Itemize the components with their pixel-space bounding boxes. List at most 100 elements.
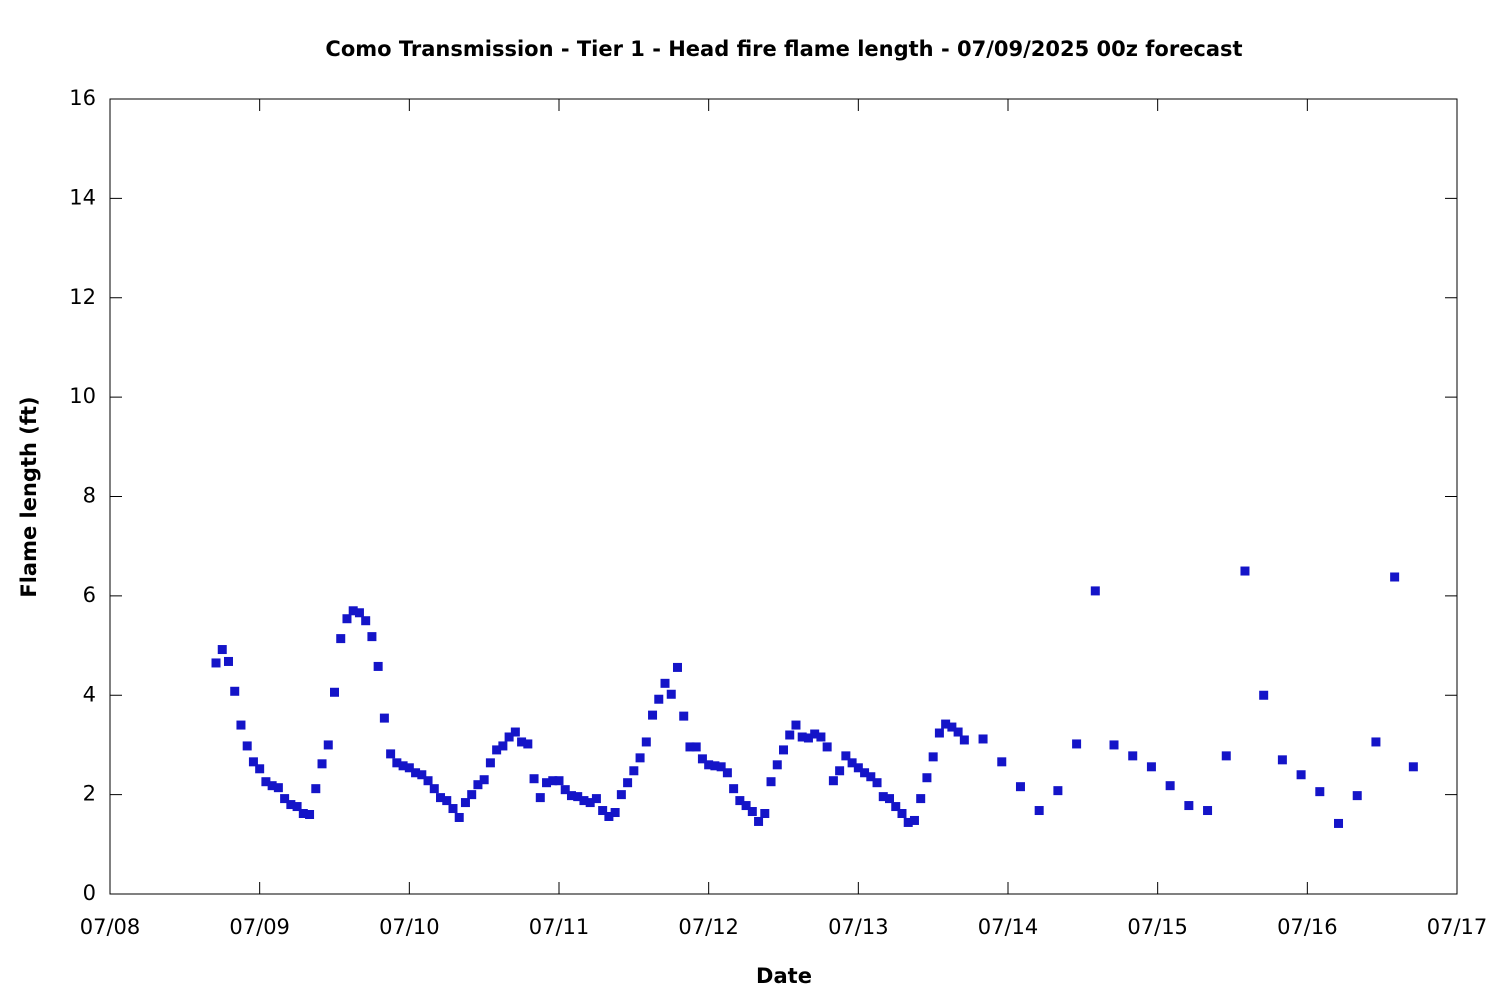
y-tick-label: 16 bbox=[69, 86, 96, 110]
point bbox=[641, 737, 651, 747]
point bbox=[629, 766, 639, 776]
point bbox=[217, 645, 227, 655]
point bbox=[523, 739, 533, 749]
point bbox=[953, 727, 963, 737]
point bbox=[648, 710, 658, 720]
point bbox=[286, 800, 296, 810]
point bbox=[847, 758, 857, 768]
y-tick-label: 12 bbox=[69, 285, 96, 309]
point bbox=[735, 796, 745, 806]
point bbox=[623, 778, 633, 788]
point bbox=[1371, 737, 1381, 747]
point bbox=[1296, 770, 1306, 780]
point bbox=[835, 766, 845, 776]
x-tick-label: 07/08 bbox=[80, 915, 141, 939]
point bbox=[803, 733, 813, 743]
point bbox=[211, 658, 221, 668]
point bbox=[330, 687, 339, 697]
point bbox=[916, 794, 926, 804]
point bbox=[248, 757, 258, 767]
plot-frame bbox=[109, 98, 1458, 895]
point bbox=[754, 816, 764, 826]
point bbox=[236, 720, 246, 730]
point bbox=[367, 632, 377, 642]
x-tick-label: 07/10 bbox=[379, 915, 440, 939]
point bbox=[791, 720, 801, 730]
point bbox=[947, 722, 957, 732]
point bbox=[305, 810, 315, 819]
point bbox=[1277, 755, 1287, 765]
point bbox=[704, 760, 714, 770]
point bbox=[885, 794, 895, 804]
point bbox=[903, 817, 913, 827]
point bbox=[573, 792, 583, 802]
point bbox=[1315, 787, 1325, 797]
point bbox=[473, 780, 483, 790]
point bbox=[616, 790, 626, 800]
point bbox=[280, 794, 290, 804]
y-tick-label: 8 bbox=[83, 484, 96, 508]
point bbox=[485, 758, 495, 768]
point bbox=[934, 728, 944, 738]
point bbox=[959, 735, 969, 745]
point bbox=[261, 777, 271, 787]
point bbox=[666, 689, 676, 699]
point bbox=[841, 751, 851, 761]
point bbox=[317, 759, 327, 769]
point bbox=[510, 727, 520, 737]
point bbox=[1390, 572, 1400, 582]
point bbox=[492, 745, 502, 755]
point bbox=[729, 784, 739, 794]
point bbox=[1203, 806, 1213, 816]
point bbox=[672, 662, 682, 672]
point bbox=[598, 806, 608, 816]
point bbox=[878, 792, 888, 802]
y-tick-label: 2 bbox=[83, 782, 96, 806]
point bbox=[323, 740, 333, 750]
point bbox=[872, 778, 882, 788]
point bbox=[635, 753, 645, 763]
point bbox=[467, 790, 477, 800]
point bbox=[442, 796, 452, 806]
x-axis-label: Date bbox=[756, 964, 812, 988]
y-tick-label: 0 bbox=[83, 881, 96, 905]
point bbox=[1109, 740, 1119, 750]
point bbox=[386, 749, 396, 759]
point bbox=[779, 745, 788, 755]
point bbox=[504, 732, 514, 742]
point bbox=[1015, 782, 1025, 792]
point bbox=[554, 776, 564, 786]
point bbox=[542, 778, 552, 788]
point bbox=[429, 784, 439, 794]
point bbox=[579, 796, 589, 806]
point bbox=[517, 737, 527, 747]
point bbox=[529, 774, 539, 784]
point bbox=[997, 757, 1007, 767]
x-tick-label: 07/12 bbox=[678, 915, 739, 939]
point bbox=[604, 811, 614, 821]
point bbox=[548, 776, 558, 786]
point bbox=[392, 758, 402, 768]
point bbox=[610, 808, 620, 818]
point bbox=[292, 802, 302, 812]
point bbox=[1259, 690, 1269, 700]
point bbox=[436, 793, 446, 803]
y-tick-label: 10 bbox=[69, 384, 96, 408]
point bbox=[585, 798, 595, 808]
point bbox=[223, 656, 233, 666]
point bbox=[922, 773, 932, 783]
point bbox=[810, 729, 820, 739]
point bbox=[897, 809, 907, 819]
point bbox=[298, 809, 308, 819]
point bbox=[460, 798, 470, 808]
point bbox=[747, 807, 757, 817]
point bbox=[941, 719, 951, 729]
point bbox=[766, 777, 776, 787]
point bbox=[654, 694, 664, 704]
point bbox=[685, 742, 695, 752]
point bbox=[398, 761, 408, 771]
point bbox=[909, 815, 919, 825]
point bbox=[722, 768, 732, 778]
point bbox=[311, 784, 321, 794]
